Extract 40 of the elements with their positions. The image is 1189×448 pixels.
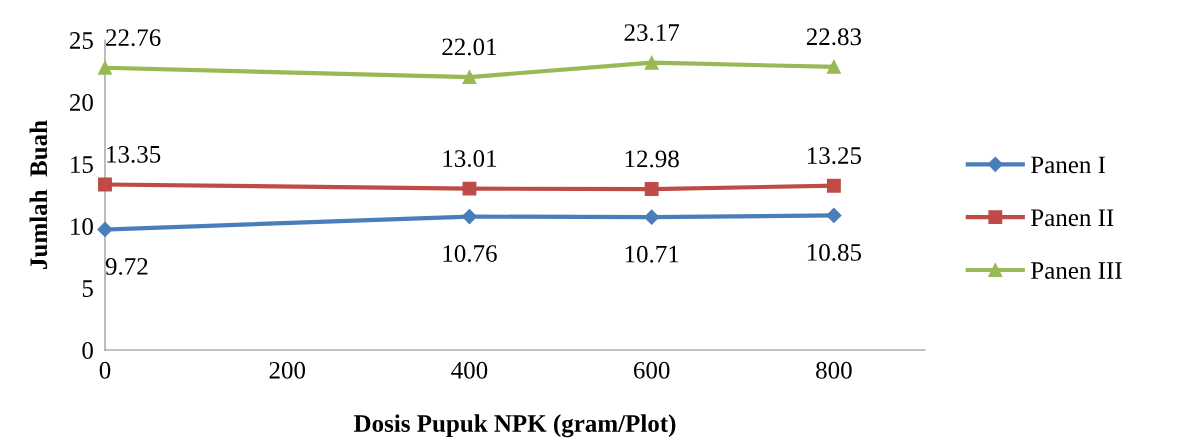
data-label: 12.98 bbox=[625, 150, 679, 168]
x-tick-label: 800 bbox=[816, 361, 852, 379]
point bbox=[462, 181, 477, 196]
point bbox=[644, 209, 660, 225]
data-label: 22.01 bbox=[442, 38, 497, 56]
point bbox=[644, 55, 659, 70]
point bbox=[461, 209, 478, 225]
y-tick-label: 20 bbox=[69, 94, 93, 111]
point bbox=[462, 70, 477, 85]
x-tick-label: 600 bbox=[633, 361, 670, 379]
x-tick-label: 0 bbox=[99, 361, 111, 379]
legend-label: Panen III bbox=[1031, 262, 1122, 279]
data-label: 10.76 bbox=[443, 245, 497, 263]
point bbox=[826, 178, 841, 193]
x-tick-label: 400 bbox=[451, 361, 488, 379]
data-label: 9.72 bbox=[105, 258, 148, 275]
point bbox=[826, 59, 841, 74]
point bbox=[644, 182, 659, 196]
data-label: 10.71 bbox=[625, 245, 679, 263]
y-axis-title: Jumlah Buah bbox=[29, 120, 48, 269]
data-label: 10.85 bbox=[807, 243, 862, 261]
legend-label: Panen II bbox=[1031, 209, 1114, 227]
data-label: 22.76 bbox=[106, 29, 161, 47]
point bbox=[98, 60, 112, 75]
point bbox=[97, 221, 113, 238]
x-tick-label: 200 bbox=[269, 361, 306, 379]
data-label: 13.25 bbox=[807, 147, 862, 165]
data-label: 22.83 bbox=[806, 28, 862, 46]
point bbox=[826, 207, 842, 224]
data-label: 13.01 bbox=[443, 150, 497, 168]
legend-label: Panen I bbox=[1031, 156, 1106, 174]
point bbox=[98, 177, 112, 192]
data-label: 13.35 bbox=[107, 145, 161, 163]
y-tick-label: 5 bbox=[82, 280, 93, 297]
y-tick-label: 10 bbox=[71, 218, 93, 235]
y-tick-label: 15 bbox=[71, 156, 93, 173]
y-tick-label: 25 bbox=[69, 32, 93, 49]
x-axis-title: Dosis Pupuk NPK (gram/Plot) bbox=[353, 414, 676, 438]
y-tick-label: 0 bbox=[82, 342, 93, 359]
data-label: 23.17 bbox=[624, 24, 680, 42]
